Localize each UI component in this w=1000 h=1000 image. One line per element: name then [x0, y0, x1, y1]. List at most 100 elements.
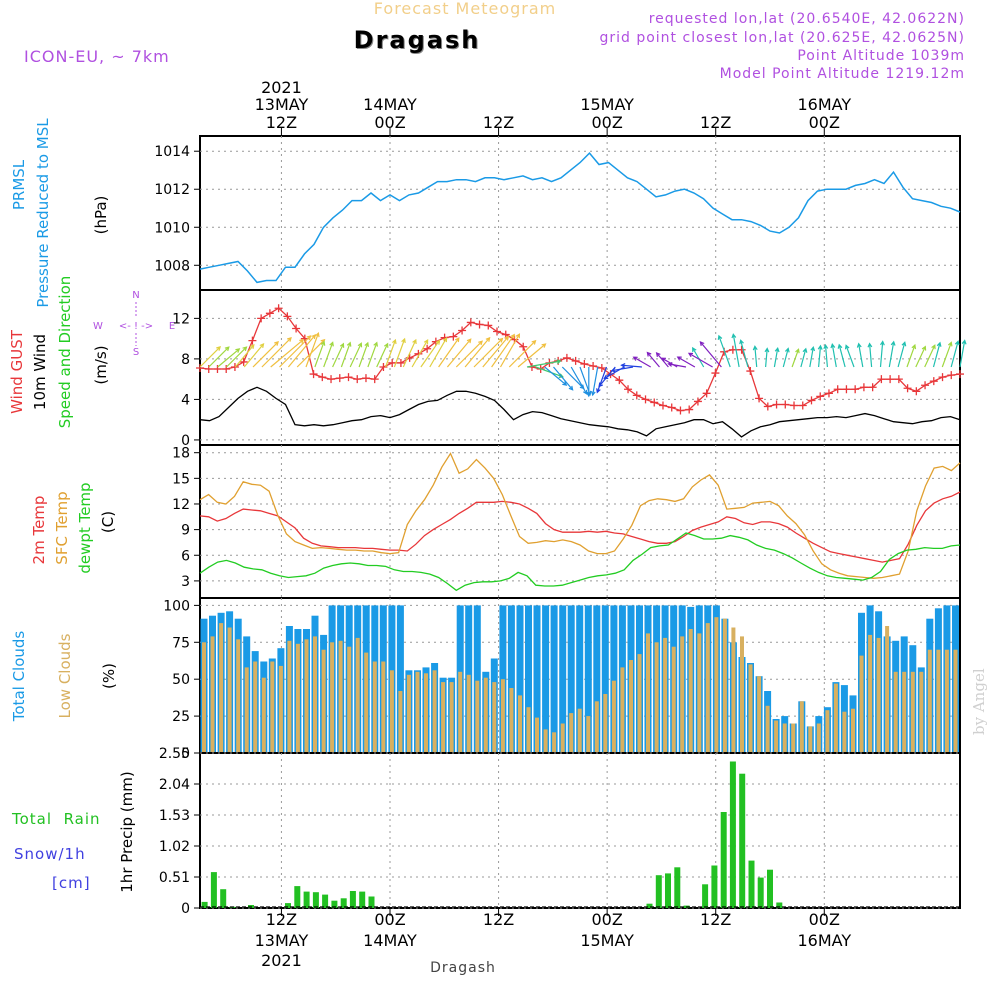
low-cloud-bar: [714, 617, 719, 753]
wind-direction-arrow: [349, 342, 363, 368]
top-time-label: 16MAY: [797, 95, 851, 114]
gust-point: [702, 389, 711, 398]
low-cloud-bar: [594, 701, 599, 753]
wind-direction-arrow: [420, 339, 441, 368]
gust-point: [711, 369, 720, 378]
low-clouds-label: Low Clouds: [56, 633, 74, 718]
gust-point: [265, 309, 274, 318]
wind-direction-arrow: [217, 348, 241, 368]
rain-bar: [757, 877, 764, 908]
gust-point: [737, 345, 746, 354]
y-tick-label: 6: [181, 548, 190, 564]
top-time-label: 00Z: [591, 113, 622, 132]
wind-direction-arrow: [279, 335, 312, 368]
total-cloud-bar: [601, 605, 609, 753]
wind-direction-arrow: [809, 345, 816, 368]
gust-point: [606, 370, 615, 379]
compass-e: E: [169, 321, 175, 332]
rain-bar: [739, 773, 746, 908]
total-clouds-label: Total Clouds: [10, 631, 28, 723]
pressure-labels: PRMSL Pressure Reduced to MSL (hPa): [10, 118, 110, 308]
rain-bar: [331, 900, 338, 908]
wind-direction-arrow: [323, 341, 334, 368]
gust-point: [912, 387, 921, 396]
gust-point: [676, 406, 685, 415]
bottom-time-label: 00Z: [809, 910, 840, 929]
wind-direction-arrow: [252, 341, 279, 368]
model-label: ICON-EU, ~ 7km: [24, 47, 170, 66]
low-cloud-bar: [577, 708, 582, 753]
wind-direction-arrow: [817, 344, 823, 368]
wind-direction-arrow: [358, 341, 369, 368]
temp-labels: 2m Temp SFC Temp dewpt Temp (C): [30, 482, 117, 573]
total-cloud-bar: [559, 605, 567, 753]
gust-point: [921, 381, 930, 390]
wind-direction-arrow: [764, 347, 770, 368]
wind-direction-arrow: [261, 337, 292, 368]
low-cloud-bar: [313, 636, 317, 753]
wind-direction-arrow: [508, 339, 537, 368]
low-cloud-bar: [740, 636, 744, 753]
gust-point: [894, 375, 903, 384]
y-tick-label: 8: [181, 352, 190, 368]
wind-direction-arrow: [782, 347, 790, 368]
wind-direction-arrow: [553, 366, 574, 391]
compass-arrow: <- ! ->: [119, 321, 153, 332]
bottom-time-label: 13MAY: [255, 931, 309, 950]
top-time-label: 15MAY: [580, 95, 634, 114]
low-cloud-bar: [603, 694, 608, 753]
rain-bar: [210, 872, 217, 908]
gust-point: [361, 374, 370, 383]
gust-label: Wind GUST: [8, 329, 26, 414]
low-cloud-bar: [458, 671, 463, 753]
temp-label: 2m Temp: [30, 496, 48, 565]
rain-bar: [201, 901, 208, 908]
wind-direction-arrow: [314, 340, 326, 368]
gust-point: [790, 401, 799, 410]
wind-direction-arrow: [544, 366, 568, 386]
gust-point: [318, 373, 327, 382]
wind-direction-arrow: [915, 345, 927, 368]
low-cloud-bar: [663, 637, 668, 753]
gust-point: [859, 383, 868, 392]
wind-direction-arrow: [473, 337, 504, 368]
low-cloud-bar: [304, 639, 309, 753]
top-time-label: 12Z: [266, 113, 297, 132]
gust-point: [772, 400, 781, 409]
gust-point: [196, 364, 204, 373]
total-cloud-bar: [507, 605, 515, 753]
y-tick-label: 75: [172, 635, 190, 651]
gust-point: [458, 326, 467, 335]
gust-point: [650, 398, 659, 407]
y-tick-label: 0.51: [159, 870, 190, 886]
wind-direction-arrow: [879, 340, 885, 368]
wind-direction-arrow: [687, 352, 713, 368]
y-tick-label: 2.55: [159, 746, 190, 762]
direction-label: Speed and Direction: [56, 276, 74, 429]
low-cloud-bar: [791, 723, 796, 753]
panel-frame: [199, 135, 961, 291]
low-cloud-bar: [868, 634, 873, 753]
low-cloud-bar: [816, 723, 821, 753]
low-cloud-bar: [210, 636, 215, 753]
compass-w: W: [93, 321, 103, 332]
prmsl-label: PRMSL: [10, 159, 28, 210]
wind-direction-arrow: [867, 342, 873, 368]
low-cloud-bar: [842, 711, 847, 753]
wind-direction-arrow: [455, 340, 483, 368]
grid-point-coords: grid point closest lon,lat (20.625E, 42.…: [599, 30, 965, 46]
gust-point: [956, 370, 964, 379]
wind-direction-arrow: [590, 366, 599, 397]
bottom-time-label: 15MAY: [580, 931, 634, 950]
rain-bar: [674, 867, 681, 908]
cloud-labels: Total Clouds Low Clouds (%): [10, 631, 118, 723]
low-cloud-bar: [586, 716, 591, 753]
gust-point: [257, 314, 266, 323]
gust-point: [327, 375, 336, 384]
y-tick-label: 15: [172, 471, 190, 487]
rain-bar: [294, 886, 301, 908]
low-cloud-bar: [287, 640, 292, 753]
gust-point: [562, 353, 571, 362]
gust-point: [274, 304, 283, 313]
gust-point: [335, 374, 344, 383]
